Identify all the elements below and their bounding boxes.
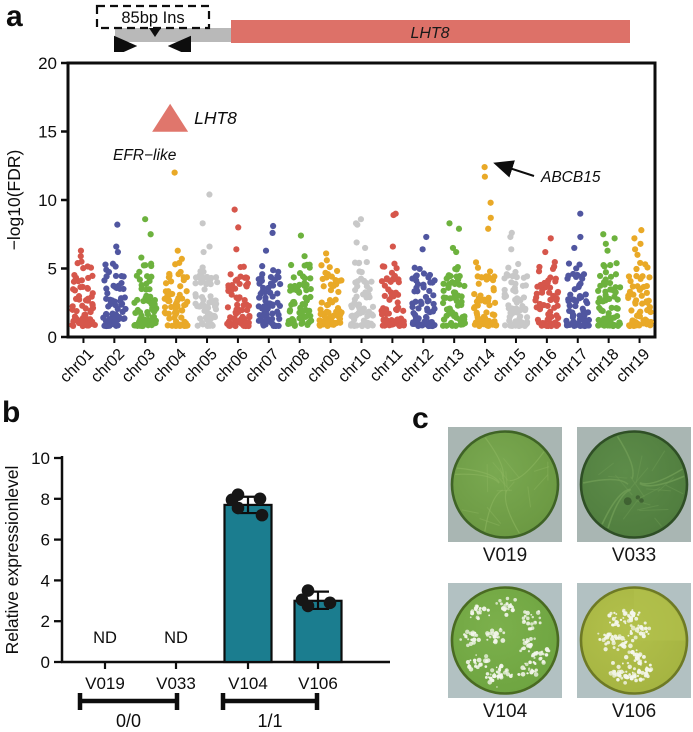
bar-y-axis-label: Relative expressionlevel [2,466,22,655]
chromosome-label: chr19 [613,346,653,386]
lht8-annotation-label: LHT8 [194,108,237,128]
panel-c-label: c [412,402,429,435]
upstream-flank-bar [115,28,231,42]
leaf-photo-figure: V104 [448,583,562,723]
manhattan-annotations: LHT8 EFR−like ABCB15 [113,103,601,186]
category-label: V033 [156,674,196,693]
chromosome-label: chr13 [428,346,468,386]
chromosome-label: chr07 [242,346,282,386]
chromosome-label: chr10 [335,346,375,386]
y-tick-label: 0 [48,328,57,347]
abcb15-annotation-label: ABCB15 [540,169,601,186]
chromosome-label: chr16 [520,346,560,386]
chromosome-label: chr05 [181,346,221,386]
nd-label: ND [164,629,188,647]
leaf-disc-photo-v106 [577,583,691,698]
chromosome-label: chr06 [211,346,251,386]
chromosome-label: chr01 [57,346,97,386]
leaf-disc [450,430,560,539]
mildew-speckles [597,608,654,685]
category-label: V104 [228,674,268,693]
photo-caption: V033 [611,545,657,566]
y-tick-label: 6 [41,531,50,550]
chromosome-label: chr08 [273,346,313,386]
data-point [301,584,315,597]
chromosome-label: chr09 [304,346,344,386]
chromosome-label: chr15 [489,346,529,386]
y-tick-label: 8 [41,490,50,509]
manhattan-y-axis-label: −log10(FDR) [4,150,24,251]
chromosome-label: chr03 [119,346,159,386]
leaf-photo-figure: V019 [448,427,562,567]
photo-caption: V019 [482,545,528,566]
y-tick-label: 10 [38,191,57,210]
lht8-gene-label: LHT8 [410,25,449,42]
chromosome-label: chr12 [397,346,437,386]
chromosome-label: chr14 [459,346,499,386]
efr-like-annotation-label: EFR−like [113,147,177,164]
data-point [323,596,337,610]
leaf-disc-photo-v019 [448,427,562,542]
insertion-label: 85bp Ins [121,9,184,27]
genotype-label: 0/0 [116,711,141,731]
gene-structure-diagram: LHT8 85bp Ins [95,4,630,52]
expression-bar-chart: 0 2 4 6 8 10 Relative expressionlevel V019 V033 V… [2,449,390,731]
manhattan-axes: 05101520−log10(FDR)chr01chr02chr03chr04c… [4,54,657,386]
data-point [231,501,245,515]
data-point [255,508,269,522]
leaf-photo-figure: V033 [577,427,691,567]
leaf-disc [579,430,689,539]
nd-label: ND [93,629,117,647]
data-point [301,599,315,613]
chromosome-label: chr11 [367,346,407,386]
leaf-disc-photo-v033 [577,427,691,542]
y-tick-label: 10 [31,449,50,468]
panel-a-label: a [6,0,23,33]
category-label: V106 [298,674,338,693]
chromosome-label: chr04 [150,346,190,386]
abcb15-arrow-icon [493,160,535,178]
chromosome-label: chr18 [582,346,622,386]
leaf-veins [455,437,550,534]
chromosome-label: chr02 [88,346,128,386]
leaf-disc-photo-v104 [448,583,562,698]
y-tick-label: 4 [41,571,50,590]
genotype-label: 1/1 [257,711,282,731]
y-tick-label: 0 [41,653,50,672]
photo-caption: V106 [611,701,657,722]
chromosome-label: chr17 [551,346,591,386]
mildew-speckles [459,596,551,688]
lht8-triangle-marker [152,103,189,132]
y-tick-label: 5 [48,260,57,279]
leaf-veins [582,435,685,529]
leaf-photo-figure: V106 [577,583,691,723]
manhattan-points [69,164,655,330]
genotype-bracket: 0/0 [77,693,180,731]
data-point [253,492,267,506]
y-tick-label: 2 [41,612,50,631]
manhattan-plot: 05101520−log10(FDR)chr01chr02chr03chr04c… [4,54,657,386]
bars-group: ND ND [93,488,343,664]
y-tick-label: 15 [38,123,57,142]
lht8-gene-bar [231,20,630,43]
bar [223,503,273,664]
genotype-bracket: 1/1 [220,693,320,731]
panel-b-label: b [2,396,21,429]
photo-caption: V104 [482,701,528,722]
insertion-site-pointer [149,28,161,37]
category-label: V019 [85,674,125,693]
y-tick-label: 20 [38,54,57,73]
